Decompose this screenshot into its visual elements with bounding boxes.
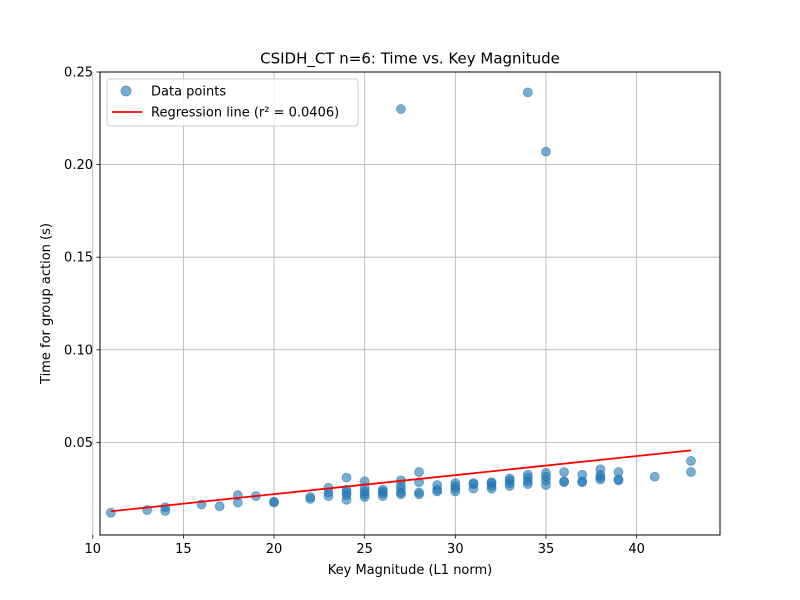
legend-label-regression-line: Regression line (r² = 0.0406) xyxy=(151,106,339,121)
data-point xyxy=(559,476,569,487)
x-tick-label: 15 xyxy=(175,542,192,557)
y-tick-label: 0.15 xyxy=(64,251,93,266)
axes-frame xyxy=(99,71,721,536)
legend-box xyxy=(106,78,359,127)
data-point xyxy=(577,469,588,480)
x-tick-label: 10 xyxy=(84,542,101,557)
legend-label-data-points: Data points xyxy=(151,85,226,100)
data-point xyxy=(686,456,696,466)
y-axis-label: Time for group action (s) xyxy=(39,223,54,385)
x-tick-label: 25 xyxy=(356,542,373,557)
y-tick-label: 0.10 xyxy=(64,343,93,358)
y-tick-label: 0.05 xyxy=(64,436,93,451)
data-point xyxy=(432,480,443,490)
data-point xyxy=(595,464,606,475)
x-axis-ticks: 10 15 20 25 30 35 40 xyxy=(84,535,645,557)
x-tick-label: 35 xyxy=(538,542,555,557)
data-point xyxy=(649,471,660,482)
data-point xyxy=(559,467,569,477)
data-point xyxy=(269,497,279,508)
y-axis-ticks: 0.05 0.10 0.15 0.20 0.25 xyxy=(64,66,100,451)
data-point xyxy=(396,104,406,114)
data-point xyxy=(522,469,533,480)
data-point xyxy=(305,492,316,502)
data-point xyxy=(214,501,225,512)
data-point xyxy=(414,487,424,498)
data-point xyxy=(414,467,424,477)
x-tick-label: 40 xyxy=(628,542,645,557)
data-point xyxy=(160,502,171,513)
regression-line xyxy=(110,449,692,513)
data-point xyxy=(613,467,624,477)
x-axis-label: Key Magnitude (L1 norm) xyxy=(328,563,492,578)
data-point xyxy=(468,478,479,489)
data-point xyxy=(450,478,461,489)
data-point xyxy=(504,473,515,484)
data-point xyxy=(377,486,388,497)
legend: Data points Regression line (r² = 0.0406… xyxy=(106,78,359,127)
chart-title: CSIDH_CT n=6: Time vs. Key Magnitude xyxy=(260,50,560,69)
data-point xyxy=(541,468,551,478)
data-point xyxy=(486,477,497,488)
data-point xyxy=(686,467,696,477)
y-tick-label: 0.25 xyxy=(64,66,93,81)
data-point xyxy=(105,507,116,518)
legend-marker-data-points xyxy=(120,85,132,97)
x-tick-label: 20 xyxy=(266,542,283,557)
x-tick-label: 30 xyxy=(447,542,464,557)
y-tick-label: 0.20 xyxy=(64,158,93,173)
grid xyxy=(92,71,720,535)
data-point xyxy=(541,146,551,157)
data-point xyxy=(522,87,533,98)
data-point xyxy=(341,472,352,483)
plot-area xyxy=(105,87,696,518)
